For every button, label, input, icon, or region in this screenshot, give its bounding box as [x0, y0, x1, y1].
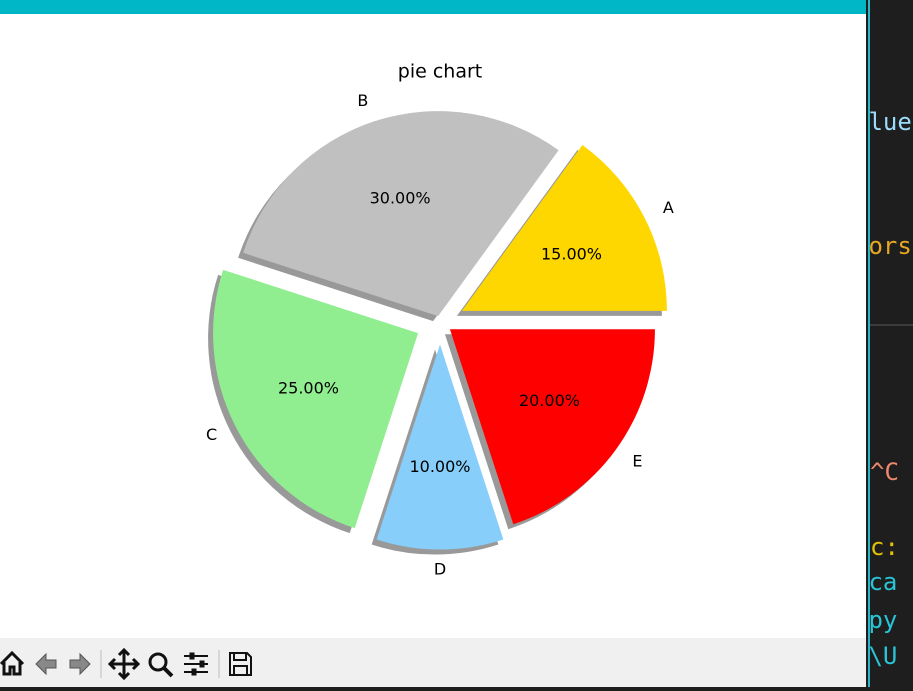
value-label: 15.00% [541, 244, 602, 263]
wedge [449, 329, 655, 525]
wedge-label: B [357, 91, 368, 110]
wedge [376, 344, 504, 550]
wedge-label: A [663, 198, 674, 217]
terminal-line: blue [868, 108, 912, 136]
terminal-line: lors [868, 232, 912, 260]
terminal: blue lors ^C c: oca gpy :\U [868, 0, 913, 687]
value-label: 25.00% [278, 379, 339, 398]
slider [189, 652, 195, 660]
terminal-line: ^C [870, 458, 899, 486]
figure-window: pie chart A 15.00% B 30.00% C 25.00% D 10.00% E 2… [0, 14, 866, 638]
home-button[interactable] [0, 650, 25, 676]
slider [191, 668, 197, 676]
terminal-line: oca [868, 568, 898, 596]
terminal-line: :\U [868, 642, 898, 670]
zoom-button[interactable] [148, 652, 168, 672]
wedge-label: C [206, 425, 217, 444]
pan-button[interactable] [107, 647, 141, 681]
wedge [243, 111, 559, 317]
chart-title: pie chart [398, 61, 482, 83]
wedge-label: D [434, 560, 446, 579]
zoom-handle [162, 666, 174, 678]
title-bar [0, 0, 866, 14]
save-button[interactable] [229, 652, 252, 676]
back-button[interactable] [35, 652, 57, 676]
wedge-label: E [632, 451, 642, 470]
toolbar [0, 638, 866, 687]
value-label: 30.00% [370, 189, 431, 208]
value-label: 20.00% [519, 391, 580, 410]
value-label: 10.00% [409, 457, 470, 476]
slider [199, 660, 205, 668]
wedge [461, 144, 667, 311]
chart: pie chart A 15.00% B 30.00% C 25.00% D 10.00% E 2… [206, 61, 674, 579]
terminal-divider [870, 324, 913, 326]
terminal-line: c: [870, 533, 899, 561]
wedge [213, 269, 419, 529]
toolbar-icons [0, 647, 252, 681]
terminal-line: gpy [868, 606, 898, 634]
forward-button[interactable] [69, 652, 91, 676]
